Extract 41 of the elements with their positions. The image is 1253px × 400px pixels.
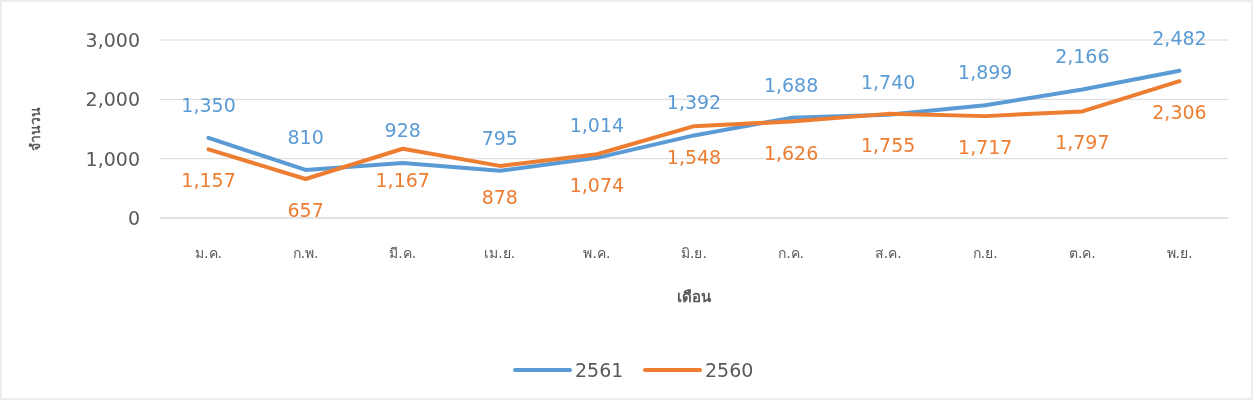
data-label: 1,548 bbox=[666, 146, 722, 169]
data-label: 878 bbox=[481, 185, 518, 208]
data-label: 1,797 bbox=[1055, 131, 1110, 154]
data-label: 2,306 bbox=[1152, 101, 1207, 124]
x-tick-label: ม.ค. bbox=[195, 245, 222, 261]
y-tick-label: 2,000 bbox=[85, 88, 140, 111]
x-tick-label: มิ.ย. bbox=[681, 245, 707, 261]
x-tick-label: ต.ค. bbox=[1068, 245, 1096, 261]
data-label: 657 bbox=[287, 199, 324, 222]
data-label: 2,482 bbox=[1152, 26, 1207, 49]
data-label: 795 bbox=[481, 126, 518, 149]
data-label: 1,074 bbox=[569, 174, 625, 197]
data-label: 1,626 bbox=[763, 141, 819, 164]
legend-label: 2561 bbox=[575, 359, 624, 381]
data-label: 1,688 bbox=[763, 73, 819, 96]
x-tick-label: ก.พ. bbox=[292, 245, 319, 261]
x-tick-label: ก.ย. bbox=[972, 245, 998, 261]
data-label: 1,167 bbox=[375, 168, 430, 191]
data-label: 810 bbox=[287, 125, 324, 148]
data-label: 1,350 bbox=[181, 93, 236, 116]
data-label: 2,166 bbox=[1055, 45, 1110, 68]
y-tick-label: 1,000 bbox=[85, 147, 140, 170]
x-tick-label: พ.ย. bbox=[1166, 245, 1193, 261]
x-tick-label: มี.ค. bbox=[389, 245, 417, 261]
y-axis-title: จำนวน bbox=[27, 107, 43, 151]
data-label: 1,740 bbox=[860, 70, 916, 93]
data-label: 928 bbox=[384, 118, 421, 141]
y-tick-label: 3,000 bbox=[85, 29, 140, 51]
data-label: 1,014 bbox=[569, 113, 625, 136]
x-axis-title: เดือน bbox=[677, 288, 712, 306]
y-tick-label: 0 bbox=[127, 207, 140, 229]
legend-label: 2560 bbox=[705, 359, 754, 381]
data-label: 1,157 bbox=[181, 169, 236, 192]
data-label: 1,717 bbox=[958, 136, 1013, 159]
data-label: 1,755 bbox=[860, 133, 916, 156]
x-tick-label: ก.ค. bbox=[778, 245, 805, 261]
x-tick-label: เม.ย. bbox=[484, 245, 516, 261]
x-tick-label: ส.ค. bbox=[874, 245, 902, 261]
x-tick-label: พ.ค. bbox=[583, 245, 611, 261]
data-label: 1,392 bbox=[666, 91, 722, 114]
data-label: 1,899 bbox=[958, 61, 1013, 84]
